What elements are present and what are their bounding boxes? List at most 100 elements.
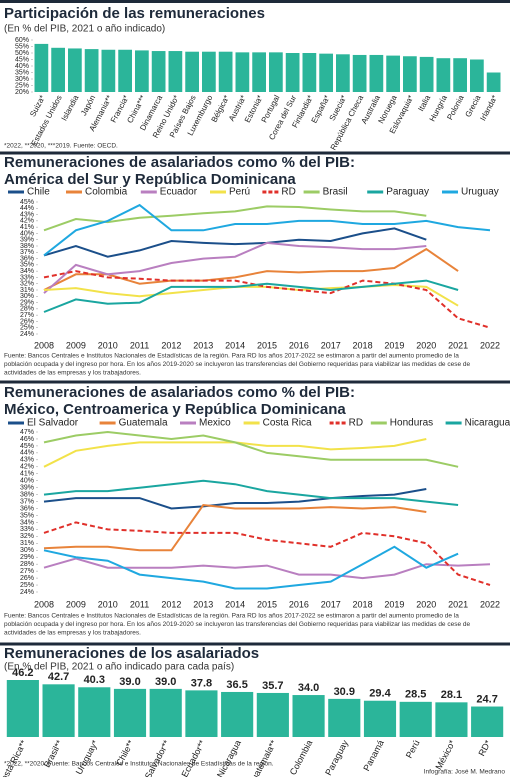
x-tick-label: Uruguay* [74, 738, 101, 776]
bar [42, 684, 75, 737]
x-tick-label: México* [433, 738, 457, 771]
footnote: *2022, **2020, ***2019. Fuente: OECD. [4, 143, 118, 150]
x-tick-label: RD* [476, 738, 493, 758]
legend-label: Brasil [323, 187, 348, 198]
series-line [43, 227, 427, 258]
y-tick-label: 33% [20, 526, 34, 533]
x-tick-label: Colombia [288, 738, 315, 776]
y-tick-label: 40% [20, 230, 34, 237]
y-tick-label: 20% [15, 89, 29, 96]
bar [118, 49, 132, 92]
bar [292, 695, 325, 737]
y-tick-label: 55% [15, 43, 29, 50]
y-tick-label: 38% [20, 491, 34, 498]
x-tick-label: Paraguay [323, 738, 350, 777]
bar [202, 51, 216, 92]
x-tick-label: Italia [416, 93, 432, 113]
y-tick-label: 37% [20, 249, 34, 256]
x-tick-label: 2015 [257, 599, 277, 609]
x-tick-label: Perú [404, 738, 422, 759]
bar [285, 53, 300, 92]
y-tick-label: 24% [20, 589, 34, 596]
x-tick-label: 2017 [321, 340, 341, 350]
x-tick-label: 2011 [130, 599, 149, 609]
bar [336, 54, 350, 92]
y-tick-label: 46% [20, 436, 34, 443]
footnote: Fuente: Bancos Centrales e Institutos Na… [4, 353, 459, 360]
y-tick-label: 42% [20, 464, 34, 471]
series-line [43, 279, 459, 313]
bar [386, 55, 400, 92]
credit: Infografía: José M. Medrano [424, 769, 506, 776]
x-tick-label: 2016 [289, 340, 309, 350]
y-tick-label: 33% [20, 274, 34, 281]
bar [168, 51, 183, 92]
bar [218, 51, 233, 92]
series-line [43, 521, 491, 586]
y-tick-label: 29% [20, 299, 34, 306]
y-tick-label: 37% [20, 498, 34, 505]
y-tick-label: 31% [20, 540, 34, 547]
x-tick-label: 2019 [384, 340, 404, 350]
bar [453, 58, 467, 92]
y-tick-label: 43% [20, 211, 34, 218]
bar [256, 692, 289, 737]
series-line [43, 270, 491, 329]
series-line [43, 479, 459, 506]
value-label: 36.5 [226, 679, 247, 691]
x-tick-label: Guatemala** [246, 738, 279, 777]
y-tick-label: 25% [20, 325, 34, 332]
series-line [43, 241, 427, 294]
footnote: Fuente: Bancos Centrales e Institutos Na… [4, 613, 459, 620]
value-label: 35.7 [262, 680, 283, 692]
legend-label: Honduras [390, 418, 433, 429]
footnote: población ocupada y del ingreso por hora… [4, 621, 471, 628]
value-label: 42.7 [48, 671, 69, 683]
legend-label: Colombia [85, 187, 128, 198]
value-label: 40.3 [84, 674, 105, 686]
y-tick-label: 26% [20, 575, 34, 582]
y-tick-label: 36% [20, 255, 34, 262]
x-tick-label: Panamá [361, 738, 386, 772]
y-tick-label: 35% [20, 262, 34, 269]
x-tick-label: 2013 [193, 599, 213, 609]
y-tick-label: 34% [20, 268, 34, 275]
footnote: actividades de las empresas y los trabaj… [4, 630, 141, 637]
legend-label: El Salvador [27, 418, 79, 429]
x-tick-label: 2009 [66, 340, 86, 350]
series-line [43, 203, 491, 257]
x-tick-label: 2016 [289, 599, 309, 609]
bar [319, 53, 333, 92]
x-tick-label: 2018 [353, 340, 373, 350]
bar [235, 52, 250, 92]
value-label: 39.0 [119, 676, 140, 688]
x-tick-label: 2009 [66, 599, 86, 609]
bar [435, 702, 468, 737]
x-tick-label: 2008 [34, 340, 54, 350]
y-tick-label: 50% [15, 50, 29, 57]
x-tick-label: El Salvador** [138, 738, 172, 777]
y-tick-label: 45% [20, 443, 34, 450]
bar [471, 706, 504, 737]
y-tick-label: 44% [20, 450, 34, 457]
bar [51, 47, 65, 92]
legend-label: Chile [27, 187, 50, 198]
chart-title: Remuneraciones de asalariados como % del… [4, 154, 355, 171]
y-tick-label: 39% [20, 484, 34, 491]
series-line [43, 557, 491, 580]
y-tick-label: 60% [15, 37, 29, 44]
value-label: 46.2 [12, 667, 33, 679]
x-tick-label: 2021 [448, 599, 468, 609]
legend-label: Guatemala [119, 418, 168, 429]
footnote: actividades de las empresas y los trabaj… [4, 370, 141, 377]
legend-label: Uruguay [461, 187, 499, 198]
x-tick-label: 2014 [225, 599, 245, 609]
bar [352, 54, 367, 92]
x-tick-label: 2015 [257, 340, 277, 350]
legend-label: RD [349, 418, 363, 429]
x-tick-label: 2020 [416, 599, 436, 609]
bar [185, 690, 218, 737]
bar [68, 48, 82, 92]
legend-label: RD [281, 187, 295, 198]
